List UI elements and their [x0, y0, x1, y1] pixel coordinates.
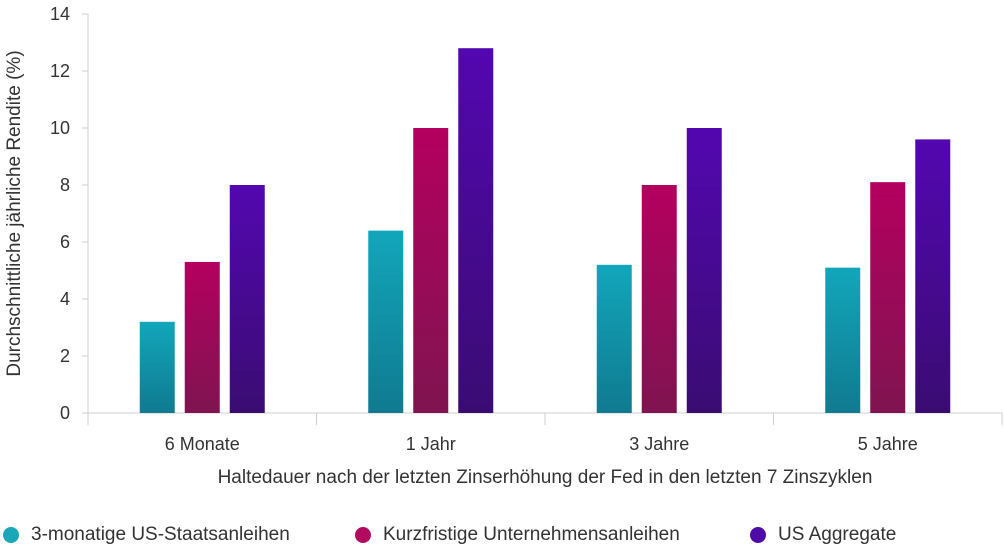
bar: [139, 321, 175, 413]
y-tick-label: 10: [50, 118, 70, 138]
y-tick-label: 14: [50, 4, 70, 24]
bar: [368, 230, 404, 413]
x-axis-title: Haltedauer nach der letzten Zinserhöhung…: [218, 467, 873, 488]
x-tick-label: 3 Jahre: [629, 434, 689, 454]
x-tick-label: 6 Monate: [165, 434, 240, 454]
bar: [596, 264, 632, 413]
legend-label: US Aggregate: [778, 524, 897, 545]
y-tick-label: 6: [60, 232, 70, 252]
y-tick-label: 8: [60, 175, 70, 195]
bar: [413, 128, 449, 413]
legend-item: Kurzfristige Unternehmensanleihen: [355, 520, 680, 550]
bar: [870, 182, 906, 413]
legend-swatch: [355, 527, 371, 543]
bar: [686, 128, 722, 413]
bar: [915, 139, 951, 413]
x-tick-label: 1 Jahr: [406, 434, 456, 454]
legend-swatch: [750, 527, 766, 543]
legend-label: 3-monatige US-Staatsanleihen: [31, 524, 290, 545]
y-tick-label: 4: [60, 289, 70, 309]
axis-labels: 0 2 4 6 8 10 12 14 6 Monate 1 Jahr 3 Jahre 5 Jahre: [50, 4, 918, 454]
x-tick-label: 5 Jahre: [858, 434, 918, 454]
bar: [825, 267, 861, 413]
bar: [641, 185, 677, 413]
legend-swatch: [3, 527, 19, 543]
y-tick-label: 12: [50, 61, 70, 81]
bar: [458, 48, 494, 413]
y-tick-label: 0: [60, 403, 70, 423]
legend: 3-monatige US-Staatsanleihen Kurzfristige…: [0, 520, 1004, 550]
bar: [184, 261, 220, 413]
legend-label: Kurzfristige Unternehmensanleihen: [383, 524, 680, 545]
bar: [229, 185, 265, 413]
bars: [139, 48, 951, 413]
legend-item: US Aggregate: [750, 520, 896, 550]
y-axis-title: Durchschnittliche jährliche Rendite (%): [4, 50, 25, 376]
legend-item: 3-monatige US-Staatsanleihen: [3, 520, 290, 550]
axes: [82, 13, 1003, 425]
y-tick-label: 2: [60, 346, 70, 366]
